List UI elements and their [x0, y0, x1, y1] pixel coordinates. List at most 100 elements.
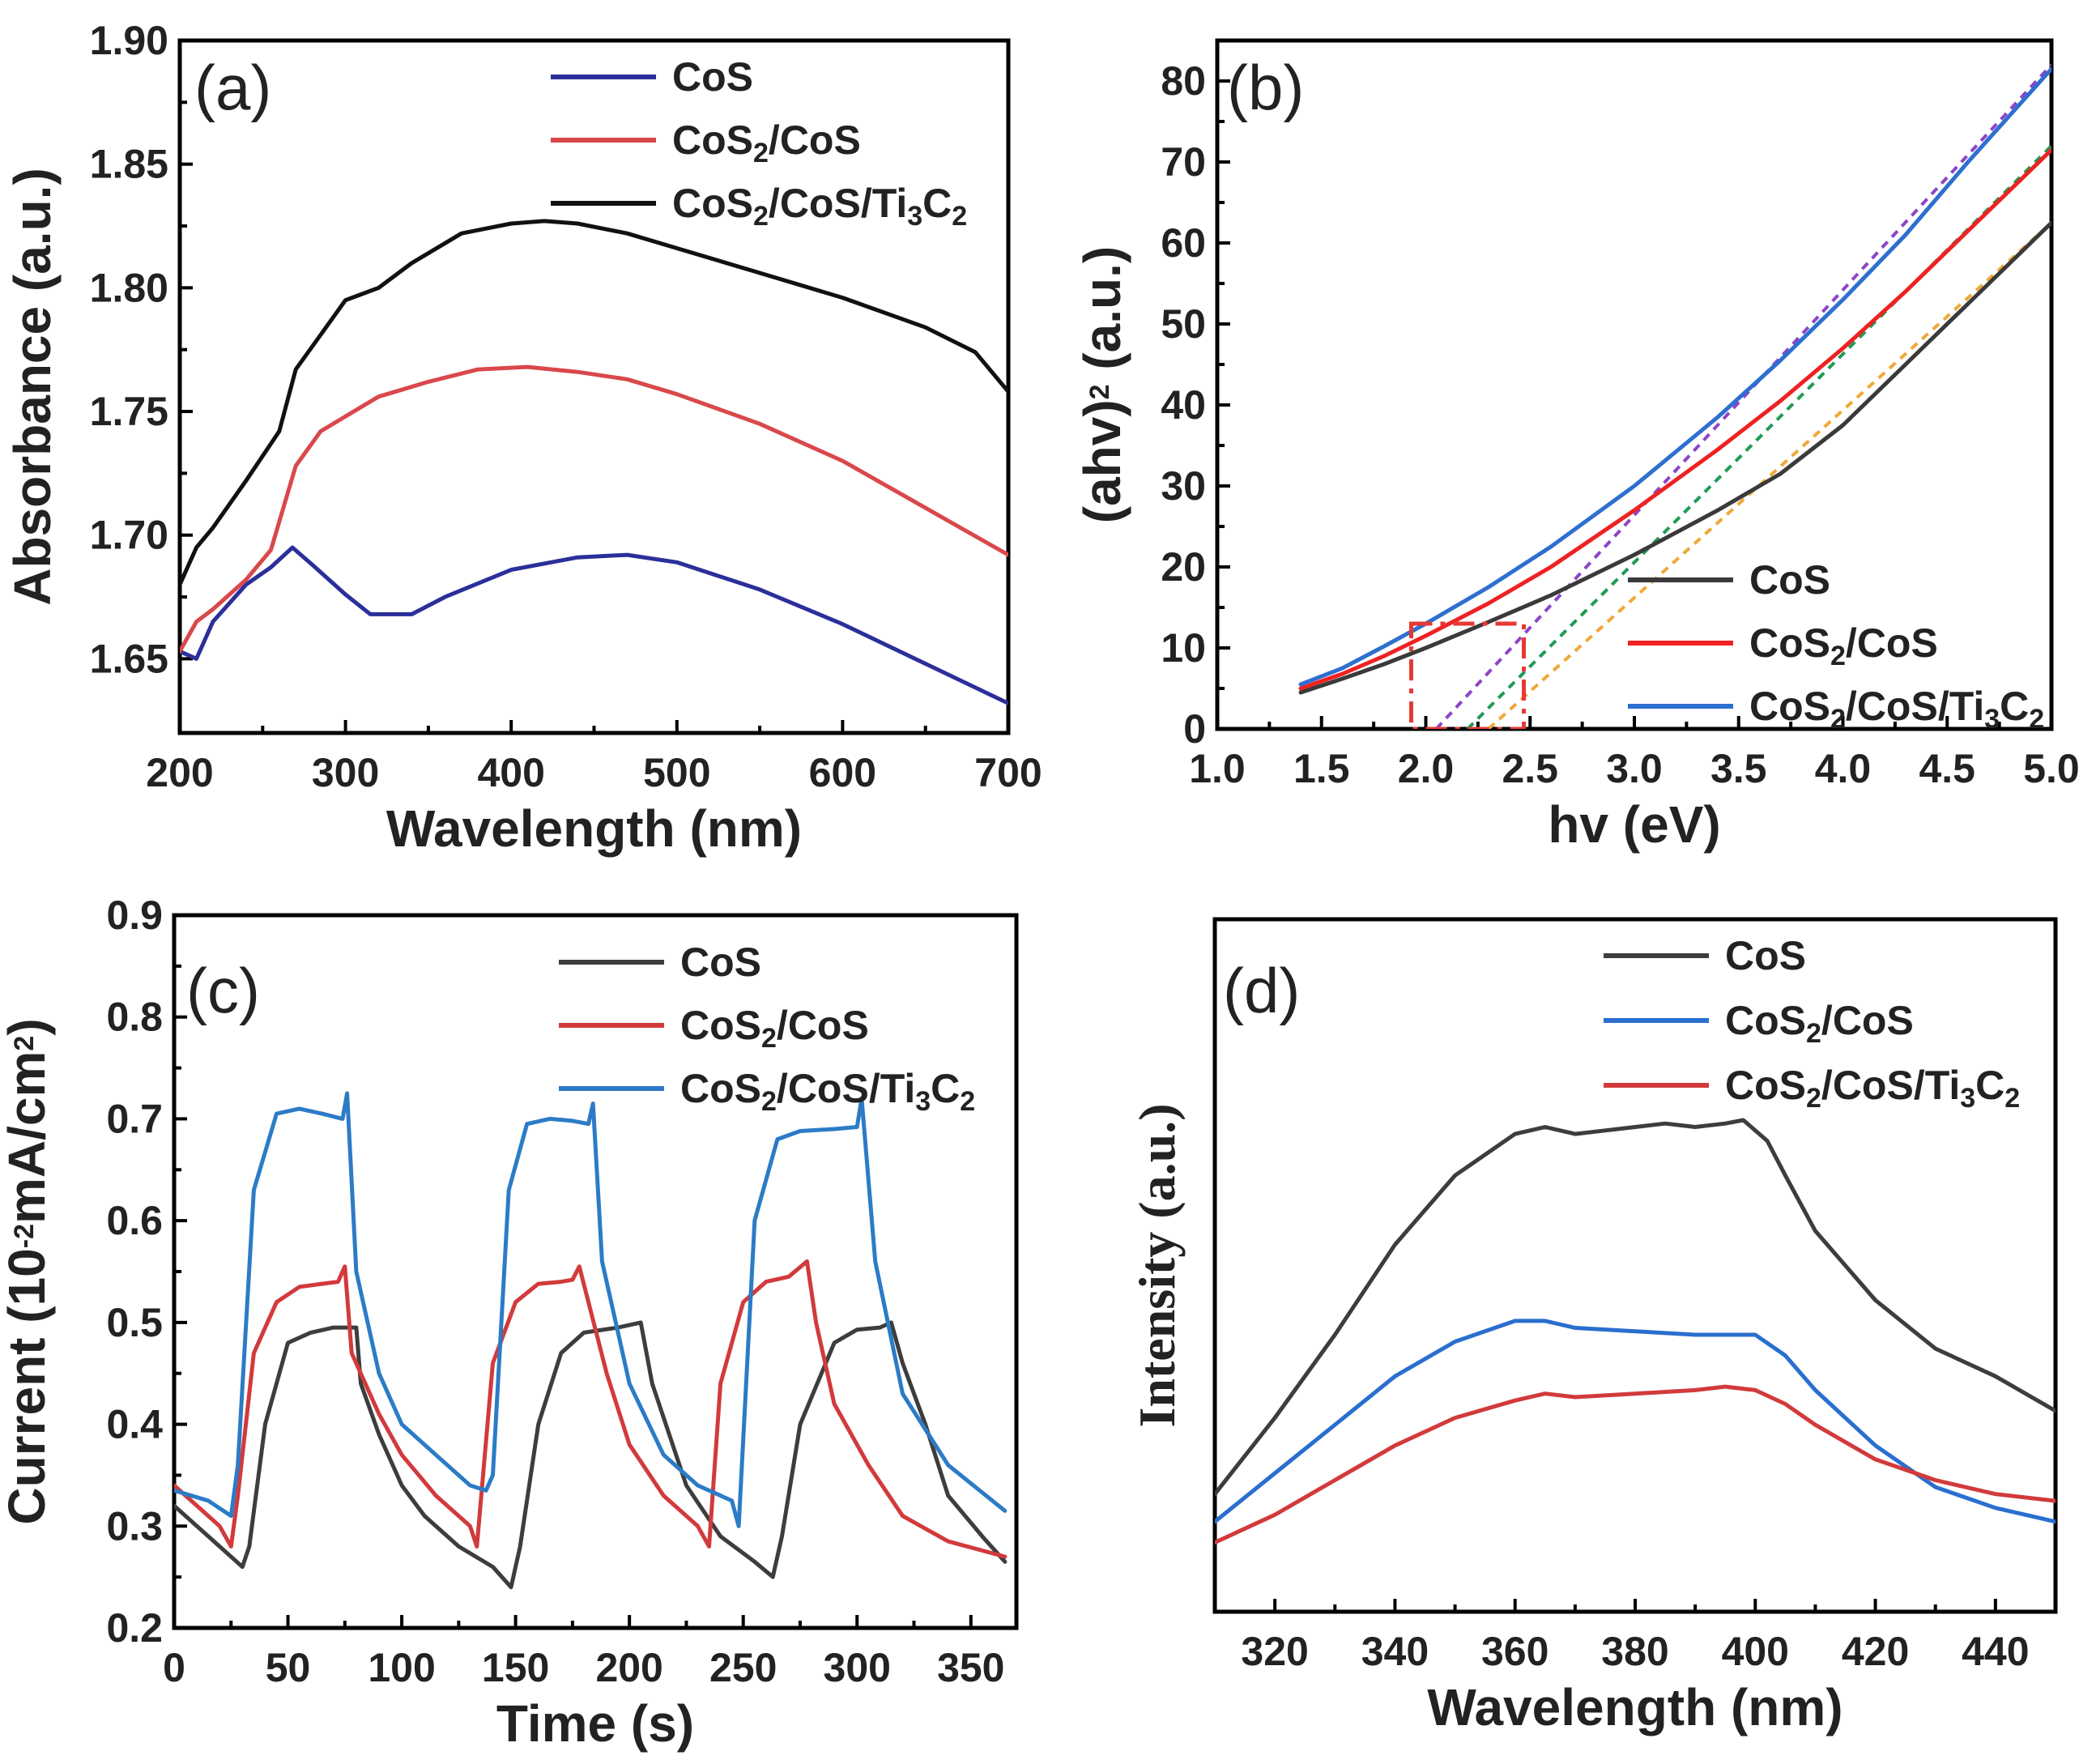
legend-entry: CoS2/CoS — [559, 1003, 869, 1054]
x-tick-label: 500 — [643, 750, 710, 795]
legend-entry: CoS — [559, 940, 761, 985]
x-tick-label: 250 — [709, 1645, 777, 1690]
plot-area — [174, 1091, 1008, 1590]
legend-entry: CoS2/CoS/Ti3C2 — [551, 181, 967, 232]
series-line-cos — [1298, 220, 2051, 695]
series-line-cos2-cos — [1298, 147, 2051, 691]
series-line-cos2-cos-ti3c2 — [174, 1091, 1008, 1528]
legend-label: CoS2/CoS — [672, 117, 861, 168]
y-tick-label: 0.7 — [106, 1096, 163, 1141]
x-axis-label: Wavelength (nm) — [386, 799, 802, 858]
y-tick-label: 80 — [1161, 58, 1206, 104]
y-tick-label: 20 — [1161, 544, 1206, 590]
x-tick-label: 360 — [1481, 1629, 1549, 1674]
plot-frame-d — [1212, 917, 2058, 1614]
legend-entry: CoS2/CoS — [1628, 620, 1938, 671]
legend-entry: CoS2/CoS — [551, 117, 861, 168]
panel-label: (c) — [186, 955, 260, 1026]
bandgap-highlight-box — [1408, 621, 1527, 729]
legend-label: CoS2/CoS — [1749, 620, 1938, 671]
plot-frame-c — [172, 913, 1019, 1630]
legend-entry: CoS2/CoS — [1604, 998, 1914, 1049]
legend-label: CoS2/CoS/Ti3C2 — [672, 181, 967, 232]
panel-label: (d) — [1223, 955, 1300, 1026]
legend-entry: CoS — [1628, 557, 1830, 603]
x-tick-label: 400 — [1722, 1629, 1789, 1674]
x-tick-label: 440 — [1962, 1629, 2029, 1674]
x-tick-label: 200 — [146, 750, 213, 795]
x-tick-label: 0 — [163, 1645, 185, 1690]
y-tick-label: 60 — [1161, 220, 1206, 266]
x-tick-label: 350 — [937, 1645, 1004, 1690]
x-tick-label: 700 — [974, 750, 1042, 795]
y-tick-label: 30 — [1161, 463, 1206, 509]
panel-label: (a) — [194, 52, 271, 123]
x-tick-label: 5.0 — [2023, 746, 2080, 791]
x-tick-label: 320 — [1241, 1629, 1308, 1674]
y-tick-label: 0.3 — [106, 1503, 163, 1549]
plot-area — [1298, 63, 2051, 729]
x-tick-label: 300 — [824, 1645, 891, 1690]
x-axis-label: Wavelength (nm) — [1427, 1678, 1843, 1736]
legend-label: CoS2/CoS/Ti3C2 — [1725, 1063, 2020, 1114]
legend-label: CoS — [1749, 557, 1830, 603]
x-tick-label: 600 — [809, 750, 876, 795]
plot-area — [1215, 1118, 2056, 1545]
x-tick-label: 1.5 — [1293, 746, 1350, 791]
y-tick-label: 0.2 — [106, 1605, 163, 1651]
y-tick-label: 0.9 — [106, 893, 163, 938]
legend-label: CoS — [672, 54, 753, 100]
x-tick-label: 3.0 — [1606, 746, 1663, 791]
x-tick-label: 340 — [1361, 1629, 1429, 1674]
x-tick-label: 4.0 — [1815, 746, 1872, 791]
x-tick-label: 420 — [1842, 1629, 1909, 1674]
y-tick-label: 50 — [1161, 301, 1206, 347]
y-tick-label: 1.75 — [90, 389, 168, 434]
panel-a: 200 300 400 500 600 700 1.65 1.70 1.75 1.80 1.85 1.… — [3, 18, 1042, 858]
y-tick-label: 70 — [1161, 139, 1206, 185]
panel-c: 0 50 100 150 200 250 300 350 0.2 0.3 0.4 0.5 0.6 0.7 0… — [0, 893, 1019, 1753]
x-tick-label: 2.5 — [1502, 746, 1558, 791]
legend-entry: CoS2/CoS/Ti3C2 — [1628, 684, 2044, 735]
series-line-cos2-cos-ti3c2 — [1298, 66, 2051, 687]
y-tick-label: 0.6 — [106, 1198, 163, 1243]
y-tick-label: 1.90 — [90, 18, 168, 63]
y-tick-label: 0.8 — [106, 995, 163, 1040]
legend-entry: CoS — [551, 54, 753, 100]
panel-d: 320 340 360 380 400 420 440 Wavelength (nm) Inte… — [1128, 917, 2058, 1736]
tangent-fit-orange — [1487, 221, 2051, 729]
y-tick-label: 0.5 — [106, 1300, 163, 1345]
y-tick-label: 0 — [1183, 706, 1206, 752]
x-axis-label: Time (s) — [496, 1694, 694, 1753]
y-tick-label: 40 — [1161, 382, 1206, 428]
series-line-cos — [180, 545, 1008, 705]
y-axis-label: (ahv)2 (a.u.) — [1073, 246, 1131, 523]
x-tick-label: 380 — [1601, 1629, 1668, 1674]
y-axis-label: Intensity (a.u.) — [1128, 1103, 1186, 1427]
legend-label: CoS2/CoS/Ti3C2 — [680, 1066, 975, 1117]
series-line-cos — [174, 1320, 1008, 1590]
series-line-cos2-cos — [174, 1259, 1008, 1559]
plot-frame-a — [177, 38, 1011, 735]
legend-entry: CoS2/CoS/Ti3C2 — [559, 1066, 975, 1117]
x-axis-label: hv (eV) — [1548, 795, 1720, 854]
x-tick-label: 300 — [312, 750, 379, 795]
y-tick-label: 0.4 — [106, 1402, 163, 1447]
legend-label: CoS2/CoS/Ti3C2 — [1749, 684, 2044, 735]
legend-label: CoS — [1725, 933, 1806, 978]
legend-label: CoS2/CoS — [680, 1003, 869, 1054]
x-tick-label: 400 — [477, 750, 544, 795]
y-tick-label: 1.85 — [90, 142, 168, 187]
y-tick-label: 1.65 — [90, 636, 168, 681]
y-axis-label: Current (10-2mA/cm2) — [0, 1018, 56, 1524]
x-tick-label: 50 — [266, 1645, 311, 1690]
panel-b: 1.0 1.5 2.0 2.5 3.0 3.5 4.0 4.5 5.0 0 10 20 30 40 50 60… — [1073, 38, 2080, 854]
x-tick-label: 1.0 — [1189, 746, 1246, 791]
x-tick-label: 3.5 — [1710, 746, 1767, 791]
panel-label: (b) — [1227, 52, 1304, 123]
y-tick-label: 1.80 — [90, 265, 168, 310]
series-line-cos2-cos — [180, 364, 1008, 654]
x-tick-label: 2.0 — [1398, 746, 1455, 791]
legend-entry: CoS — [1604, 933, 1806, 978]
